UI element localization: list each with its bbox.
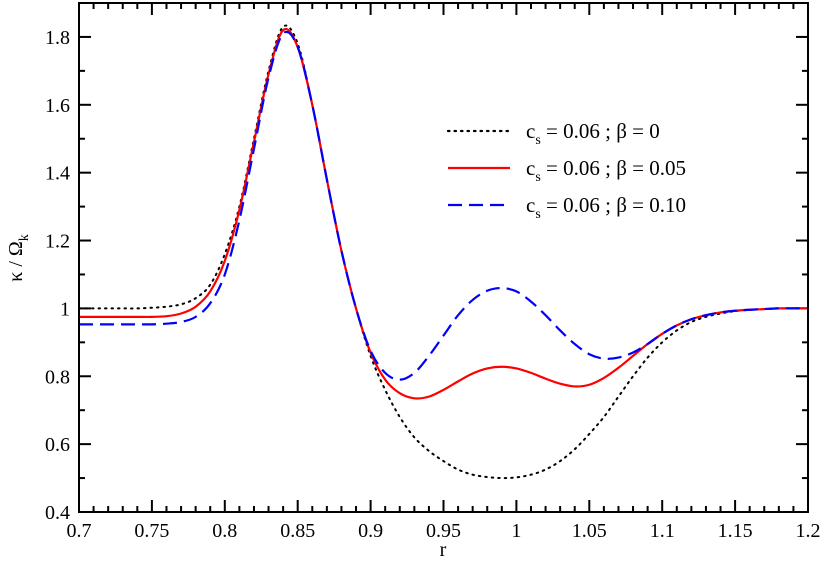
series-line-solid [79, 27, 808, 400]
y-axis-label-main: κ / Ω [5, 241, 27, 282]
legend-label: cs = 0.06 ; β = 0 [526, 119, 660, 148]
plot-frame [78, 2, 809, 513]
x-tick-label: 1 [511, 520, 521, 542]
x-tick-label: 0.9 [358, 520, 383, 542]
x-tick-labels: 0.7 0.75 0.8 0.85 0.9 0.95 1 1.05 1.1 1.15 1.2 [67, 520, 821, 542]
y-tick-label: 1.6 [45, 95, 70, 117]
x-tick-label: 0.85 [280, 520, 315, 542]
x-tick-label: 1.2 [796, 520, 821, 542]
y-tick-label: 0.4 [45, 502, 70, 524]
series-line-dashed [79, 30, 808, 381]
y-tick-label: 0.8 [45, 366, 70, 388]
y-axis-label: κ / Ωk [5, 234, 32, 282]
x-tick-label: 1.1 [650, 520, 675, 542]
series-line-dotted [78, 24, 809, 480]
x-tick-label: 1.15 [718, 520, 753, 542]
legend-label-sub: s [535, 170, 540, 185]
x-tick-label: 0.8 [212, 520, 237, 542]
legend-label-c: c [526, 193, 535, 217]
axis-ticks [78, 2, 809, 513]
legend-label-c: c [526, 119, 535, 143]
y-tick-label: 1 [60, 298, 70, 320]
legend-label-c: c [526, 156, 535, 180]
legend-label: cs = 0.06 ; β = 0.05 [526, 156, 686, 185]
x-axis-label: r [440, 539, 447, 559]
legend-label-sub: s [535, 207, 540, 222]
y-tick-labels: 0.4 0.6 0.8 1 1.2 1.4 1.6 1.8 [45, 27, 70, 524]
y-tick-label: 0.6 [45, 434, 70, 456]
legend-label-rest: = 0.06 ; β = 0.10 [541, 193, 686, 217]
x-tick-label: 0.7 [67, 520, 92, 542]
legend-label-rest: = 0.06 ; β = 0.05 [541, 156, 686, 180]
y-tick-label: 1.4 [45, 163, 70, 185]
legend-label: cs = 0.06 ; β = 0.10 [526, 193, 686, 222]
y-tick-label: 1.2 [45, 231, 70, 253]
y-axis-label-sub: k [17, 234, 32, 241]
x-tick-label: 0.75 [134, 520, 169, 542]
x-tick-label: 1.05 [572, 520, 607, 542]
legend-label-rest: = 0.06 ; β = 0 [541, 119, 660, 143]
legend: cs = 0.06 ; β = 0cs = 0.06 ; β = 0.05cs … [446, 119, 686, 222]
legend-label-sub: s [535, 133, 540, 148]
series-lines [78, 24, 809, 480]
x-tick-label: 0.95 [426, 520, 461, 542]
y-tick-label: 1.8 [45, 27, 70, 49]
